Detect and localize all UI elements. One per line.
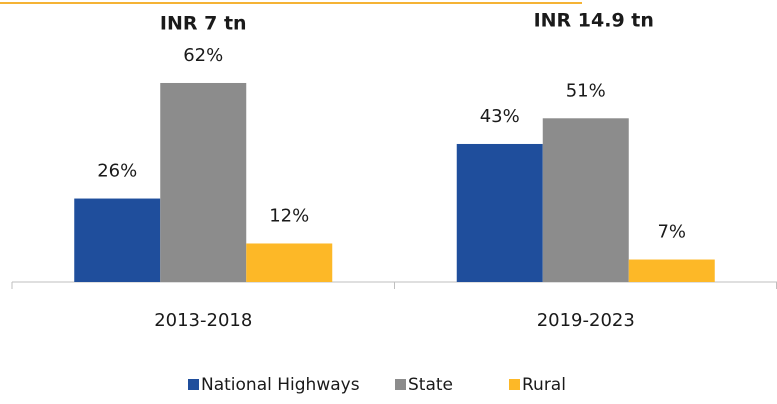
bar [628,259,715,282]
data-label: 51% [566,80,606,101]
legend-label: National Highways [201,375,360,395]
legend-swatch [509,379,520,390]
annotation: INR 7 tn [160,13,247,35]
bar [74,198,161,282]
bar [246,243,333,282]
data-label: 7% [657,222,686,243]
data-label: 26% [97,161,137,182]
data-label: 43% [480,106,520,127]
x-tick-label: 2013-2018 [154,310,252,331]
data-label: 12% [269,205,309,226]
legend-swatch [188,379,199,390]
bar [456,143,543,282]
legend-label: State [408,375,453,395]
x-tick-label: 2019-2023 [537,310,635,331]
bar [160,82,247,282]
annotation: INR 14.9 tn [534,10,654,32]
legend-label: Rural [522,375,566,395]
data-label: 62% [183,45,223,66]
legend-swatch [395,379,406,390]
bar [542,118,629,282]
